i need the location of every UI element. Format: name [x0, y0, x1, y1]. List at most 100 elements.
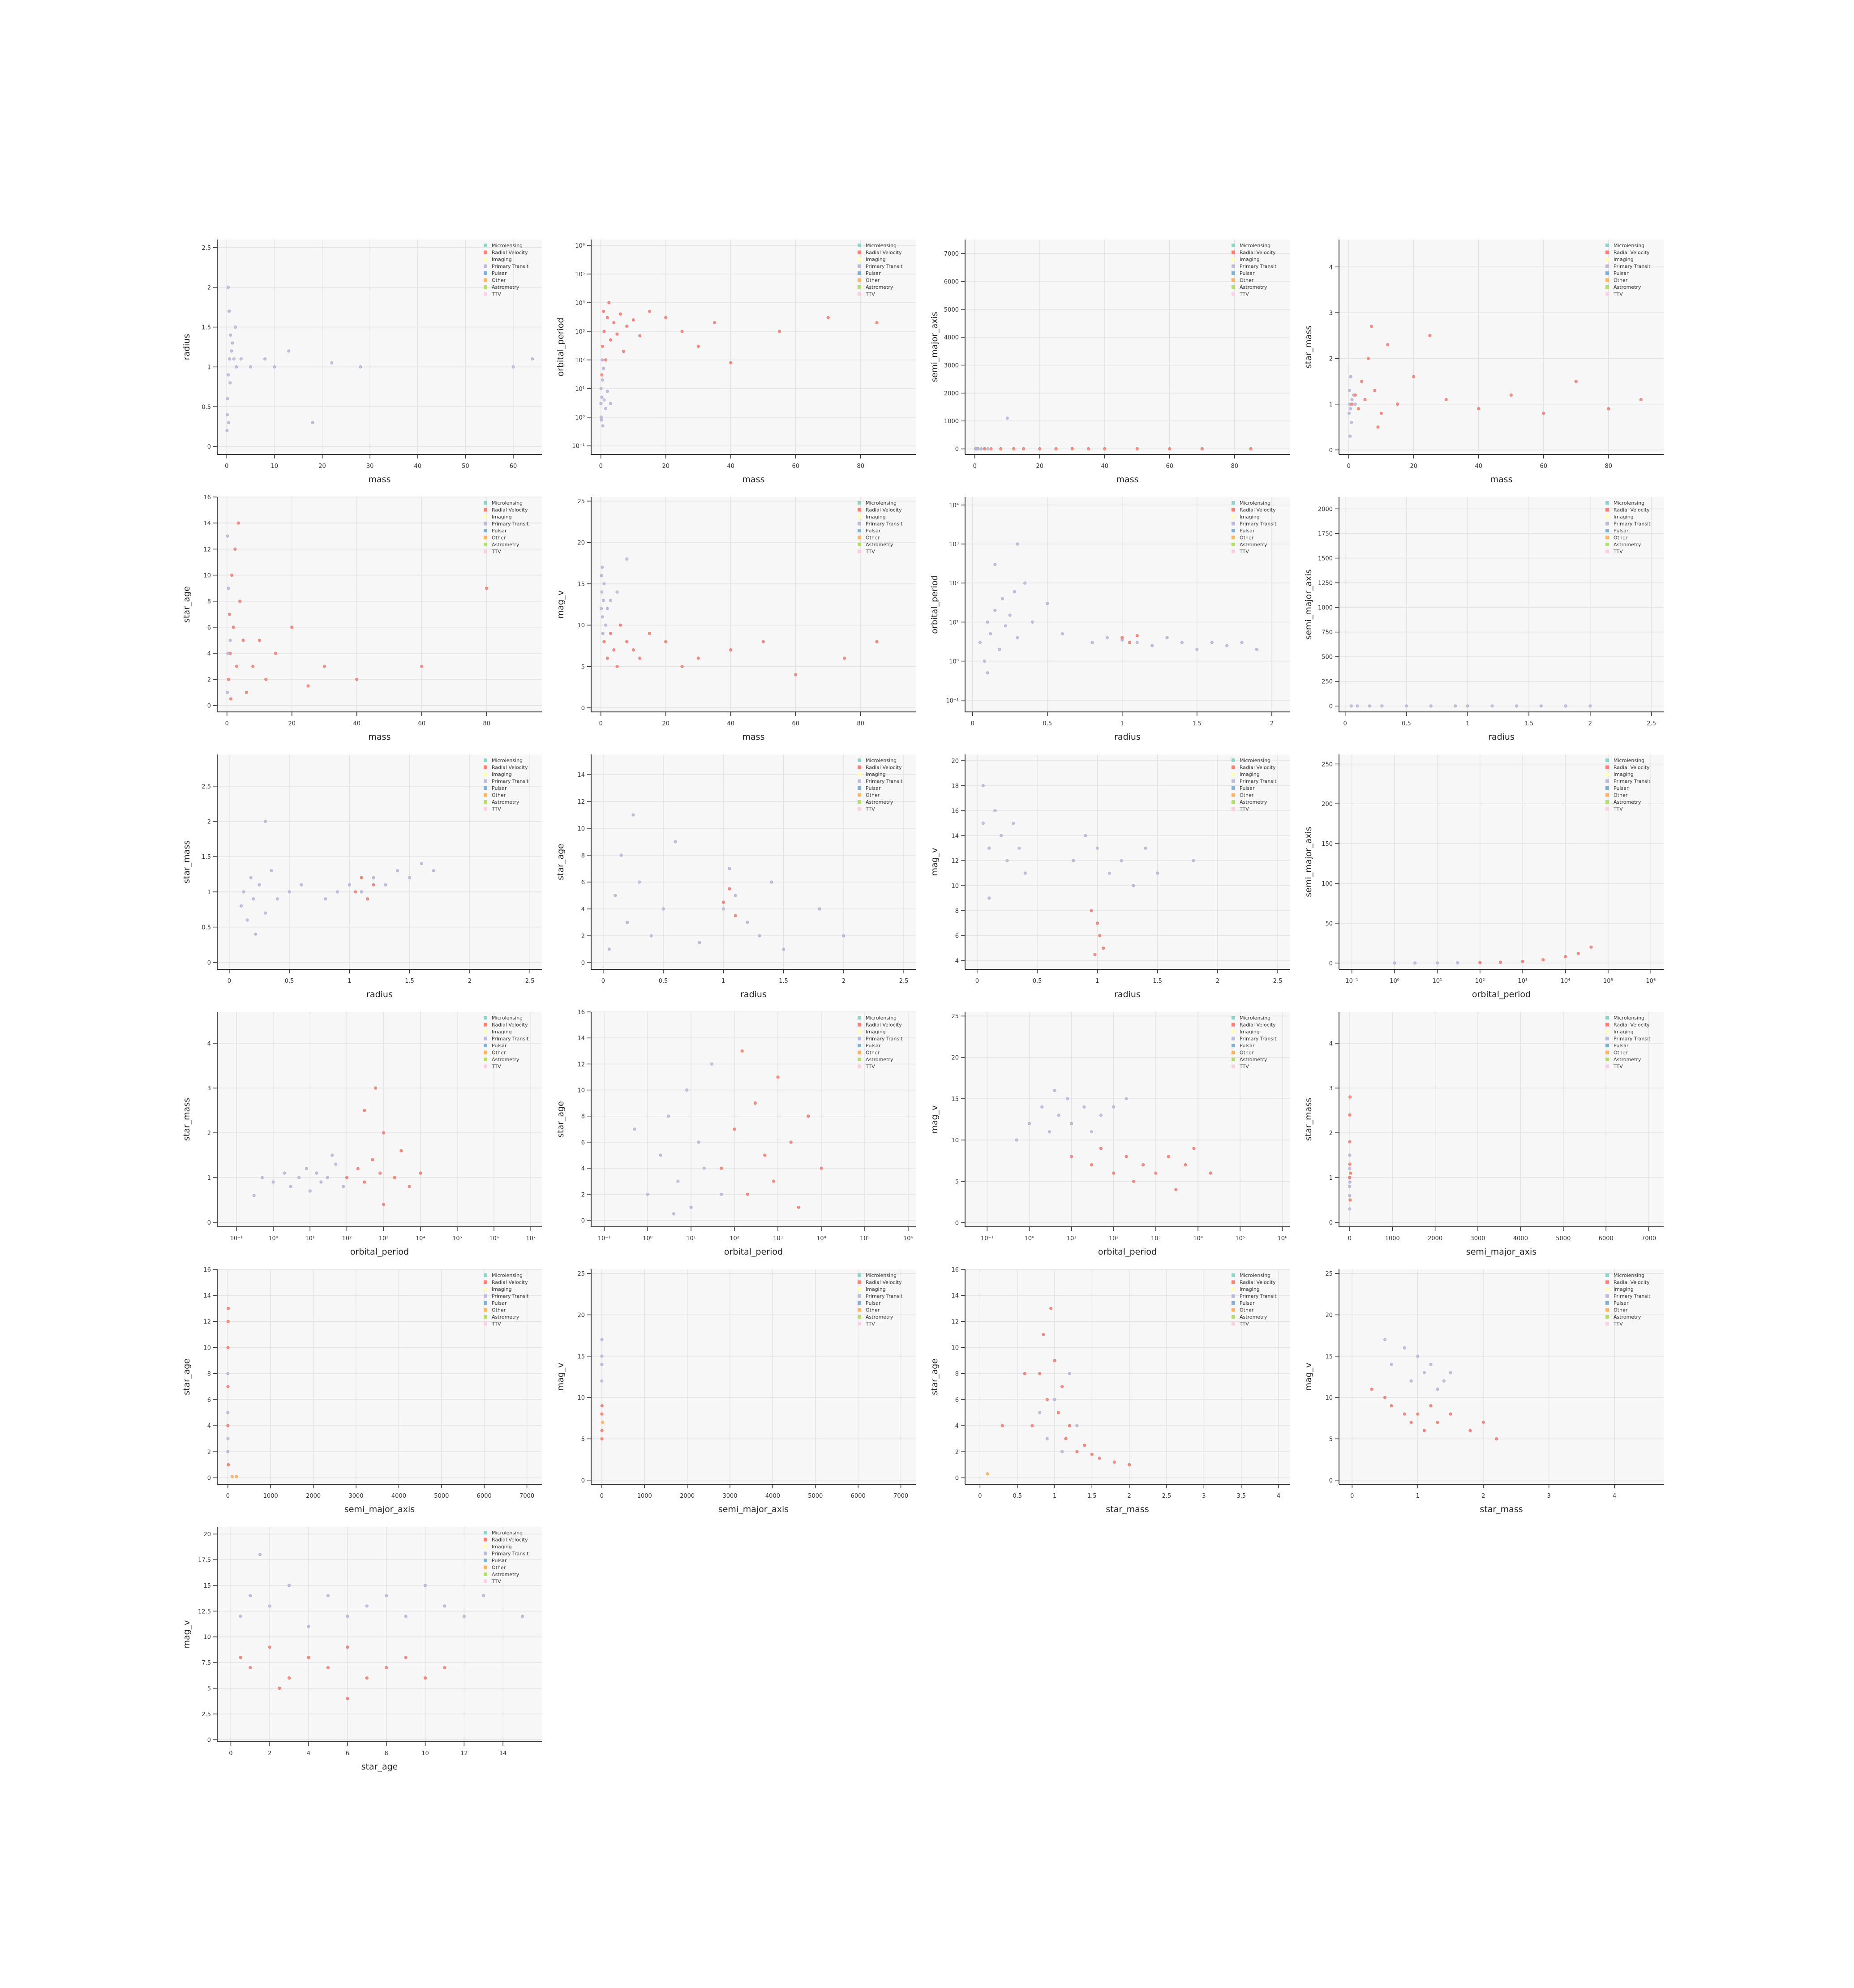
series-primary-transit	[978, 542, 1258, 675]
series-radial-velocity	[1120, 634, 1139, 644]
legend-label: Primary Transit	[866, 1036, 903, 1042]
legend-label: Primary Transit	[1614, 1294, 1651, 1299]
data-point	[226, 1372, 230, 1375]
legend-swatch	[1232, 292, 1235, 296]
data-point	[1468, 1429, 1472, 1432]
x-tick-label: 8	[385, 1750, 388, 1757]
data-point	[1098, 1457, 1101, 1460]
data-point	[1396, 403, 1399, 406]
legend-swatch	[484, 292, 487, 296]
y-tick-label: 0.5	[202, 925, 211, 931]
data-point	[600, 1404, 604, 1408]
x-tick-label: 10⁶	[1278, 1235, 1288, 1242]
legend-label: Microlensing	[866, 243, 897, 248]
data-point	[625, 557, 629, 561]
legend-swatch	[858, 1308, 861, 1312]
data-point	[251, 664, 255, 668]
data-point	[233, 547, 237, 551]
y-tick-label: 6	[581, 879, 585, 886]
y-tick-label: 14	[203, 520, 211, 527]
legend-label: Pulsar	[1614, 528, 1629, 534]
data-point	[797, 1205, 800, 1209]
legend-label: Microlensing	[866, 1015, 897, 1021]
y-tick-label: 5000	[944, 307, 959, 313]
plot-area	[1339, 1269, 1664, 1484]
data-point	[734, 894, 737, 897]
data-point	[1038, 447, 1042, 450]
data-point	[229, 697, 232, 701]
data-point	[1422, 1371, 1426, 1375]
x-tick-label: 40	[353, 720, 360, 727]
legend-swatch	[484, 772, 487, 776]
data-point	[1348, 1176, 1352, 1179]
data-point	[1038, 1411, 1042, 1414]
legend-swatch	[1232, 1023, 1235, 1027]
series-radial-velocity	[602, 623, 879, 677]
data-point	[615, 590, 619, 594]
legend-swatch	[858, 793, 861, 797]
data-point	[599, 416, 603, 419]
data-point	[1090, 909, 1093, 913]
legend-label: Astrometry	[866, 284, 893, 290]
data-point	[626, 921, 629, 924]
data-point	[1022, 447, 1026, 450]
data-point	[625, 640, 629, 643]
legend-label: TTV	[865, 291, 875, 297]
legend-label: Imaging	[1240, 257, 1260, 262]
y-tick-label: 10⁻¹	[946, 698, 959, 704]
y-tick-label: 1	[1329, 402, 1333, 408]
x-tick-label: 2	[268, 1750, 271, 1757]
data-point	[1150, 644, 1154, 647]
data-point	[604, 407, 608, 411]
legend-label: Pulsar	[1240, 1043, 1255, 1049]
data-point	[360, 876, 363, 879]
legend-swatch	[484, 536, 487, 540]
y-tick-label: 20	[577, 1312, 585, 1319]
legend-swatch	[1605, 1273, 1609, 1277]
data-point	[720, 1166, 723, 1170]
data-point	[987, 846, 991, 850]
legend-label: Other	[492, 1565, 506, 1571]
y-tick-label: 5	[581, 1436, 585, 1443]
legend-label: Other	[1614, 793, 1628, 798]
x-tick-label: 10⁻¹	[981, 1235, 994, 1242]
legend-label: Radial Velocity	[492, 507, 528, 513]
data-point	[330, 1153, 334, 1157]
data-point	[307, 1656, 310, 1659]
data-point	[1356, 704, 1359, 708]
data-point	[602, 640, 606, 643]
legend-swatch	[858, 1287, 861, 1291]
x-axis-label: radius	[1114, 990, 1141, 999]
data-point	[1370, 325, 1373, 328]
legend-swatch	[1232, 779, 1235, 783]
plot-area	[965, 1269, 1290, 1484]
data-point	[1049, 1307, 1053, 1310]
data-point	[226, 397, 229, 401]
data-point	[1124, 1097, 1128, 1101]
legend-swatch	[484, 1037, 487, 1041]
y-tick-label: 2	[207, 819, 211, 826]
plot-area	[591, 754, 916, 969]
y-tick-label: 100	[1322, 881, 1333, 887]
legend-swatch	[1605, 786, 1609, 790]
y-tick-label: 14	[951, 833, 959, 840]
data-point	[239, 1656, 242, 1659]
legend-swatch	[484, 264, 487, 268]
data-point	[696, 344, 700, 348]
y-tick-label: 10	[951, 883, 959, 890]
x-tick-label: 6000	[851, 1493, 866, 1500]
data-point	[354, 890, 357, 894]
x-tick-label: 40	[1101, 463, 1108, 470]
subplot-star_age-vs-mass: 0 20 40 60 80 0 2 4 6 8 10 12 14 16 mass star_age Microl…	[182, 494, 542, 742]
legend-label: Radial Velocity	[1240, 1280, 1276, 1285]
legend-label: Other	[492, 1050, 506, 1056]
legend-label: Microlensing	[1240, 758, 1270, 763]
x-tick-label: 10⁰	[1025, 1235, 1034, 1242]
legend-label: Pulsar	[492, 270, 507, 276]
y-tick-label: 8	[581, 853, 585, 859]
legend-label: Imaging	[492, 1029, 512, 1035]
legend-label: TTV	[491, 549, 501, 555]
data-point	[1064, 1437, 1068, 1440]
x-axis-label: radius	[1114, 732, 1141, 742]
